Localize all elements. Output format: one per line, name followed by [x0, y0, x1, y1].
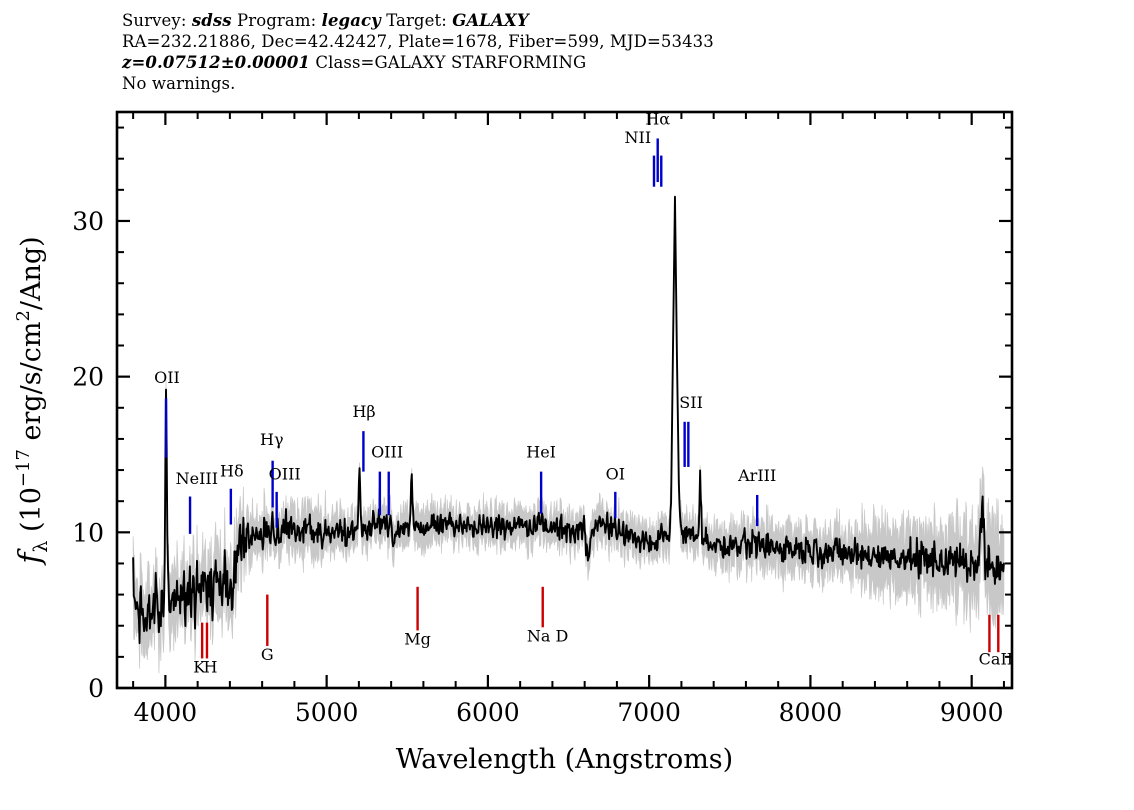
emission-line-h: Hγ	[260, 430, 284, 508]
emission-line-label: HeI	[526, 443, 556, 462]
plot-border	[115, 110, 1014, 690]
program-value: legacy	[321, 11, 381, 30]
y-tick-label: 10	[72, 518, 104, 547]
x-tick-label: 9000	[940, 698, 1004, 727]
absorption-line-label: H	[204, 657, 218, 676]
flux-curve	[132, 195, 1005, 645]
y-tick-label: 0	[88, 674, 104, 703]
emission-line-label: OIII	[371, 443, 403, 462]
absorption-line-g: G	[261, 594, 274, 664]
y-tick-label: 30	[72, 207, 104, 236]
emission-line-neiii: NeIII	[176, 469, 218, 534]
x-tick-label: 6000	[456, 698, 520, 727]
emission-line-label: Hγ	[260, 430, 284, 449]
emission-line-h: Hα	[645, 109, 670, 183]
y-tick-labels: 0 10 20 30	[72, 207, 104, 703]
class-value: Class=GALAXY STARFORMING	[315, 53, 587, 72]
emission-line-h: Hδ	[220, 461, 244, 525]
target-label: Target:	[386, 11, 447, 30]
emission-line-label: Hδ	[220, 461, 244, 480]
x-tick-label: 4000	[134, 698, 198, 727]
emission-line-label: OI	[606, 464, 625, 483]
emission-line-label: NII	[625, 128, 652, 147]
emission-line-label: Hβ	[352, 402, 375, 421]
emission-line-label: OII	[154, 368, 180, 387]
survey-value: sdss	[191, 11, 232, 30]
header-line-warnings: No warnings.	[122, 74, 236, 93]
absorption-line-label: K	[193, 657, 206, 676]
absorption-line-markers: KH G Mg Na D CaII	[193, 586, 1013, 676]
axis-titles: Wavelength (Angstroms) fλ (10−17 erg/s/cm…	[13, 236, 733, 775]
emission-line-label: NeIII	[176, 469, 218, 488]
x-axis-title: Wavelength (Angstroms)	[396, 744, 733, 775]
header-line-survey: Survey: sdss Program: legacy Target: GAL…	[122, 10, 1022, 31]
emission-line-oii: OII	[154, 368, 180, 458]
x-tick-label: 8000	[779, 698, 843, 727]
absorption-line-label: G	[261, 645, 274, 664]
y-axis-title: fλ (10−17 erg/s/cm2/Ang)	[13, 236, 52, 565]
emission-line-oiii: OIII	[371, 443, 403, 516]
emission-line-label: Hα	[645, 109, 670, 128]
emission-line-ariii: ArIII	[737, 466, 776, 527]
emission-line-label: ArIII	[737, 466, 776, 485]
absorption-line-k: K	[193, 622, 206, 676]
absorption-line-h: H	[204, 622, 218, 676]
emission-line-oi: OI	[606, 464, 625, 519]
x-tick-label: 5000	[295, 698, 359, 727]
program-label: Program:	[237, 11, 317, 30]
y-tick-label: 20	[72, 363, 104, 392]
emission-line-oiii: OIII	[269, 464, 301, 528]
emission-line-sii: SII	[679, 393, 703, 467]
emission-line-h: Hβ	[352, 402, 376, 472]
emission-line-label: SII	[679, 393, 703, 412]
absorption-line-caii: CaII	[979, 614, 1013, 669]
absorption-line-label: Mg	[404, 629, 431, 648]
redshift-value: z=0.07512±0.00001	[122, 53, 310, 72]
header-line-redshift: z=0.07512±0.00001 Class=GALAXY STARFORMI…	[122, 52, 1022, 73]
survey-label: Survey:	[122, 11, 187, 30]
absorption-line-mg: Mg	[404, 586, 431, 648]
emission-line-nii: NII	[625, 128, 656, 187]
header-line-coords: RA=232.21886, Dec=42.42427, Plate=1678, …	[122, 32, 714, 51]
spectrum-metadata-header: Survey: sdss Program: legacy Target: GAL…	[122, 10, 1022, 94]
target-value: GALAXY	[452, 11, 529, 30]
emission-line-hei: HeI	[526, 443, 556, 514]
x-tick-label: 7000	[617, 698, 681, 727]
svg-text:fλ (10−17 erg/s/cm2/Ang): fλ (10−17 erg/s/cm2/Ang)	[13, 236, 52, 565]
x-tick-labels: 4000 5000 6000 7000 8000 9000	[134, 698, 1004, 727]
emission-line-label: OIII	[269, 464, 301, 483]
plot-frame-axes	[115, 110, 1014, 690]
absorption-line-label: Na D	[527, 626, 568, 645]
absorption-line-nad: Na D	[527, 586, 568, 645]
absorption-line-label: CaII	[979, 650, 1013, 669]
